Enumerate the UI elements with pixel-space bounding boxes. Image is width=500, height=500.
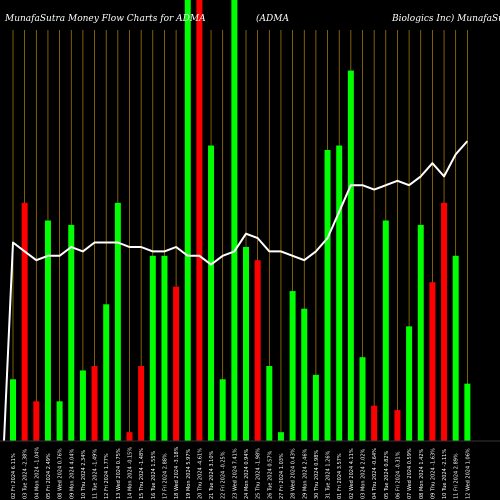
bar bbox=[56, 401, 63, 441]
x-tick-label: 13 Wed 2024 0.75% bbox=[116, 448, 122, 499]
bar bbox=[103, 304, 110, 441]
bar bbox=[394, 410, 401, 441]
x-tick-label: 23 Wed 2024 7.41% bbox=[232, 448, 238, 499]
bar bbox=[196, 0, 203, 441]
x-tick-label: 06 Fri 2024 -0.31% bbox=[395, 451, 401, 499]
x-tick-label: 17 Fri 2024 2.88% bbox=[162, 453, 168, 499]
x-tick-label: 01 Fri 2024 3.57% bbox=[337, 453, 343, 499]
bar bbox=[219, 379, 226, 441]
bar bbox=[21, 202, 28, 441]
x-tick-label: 03 Mon 2024 2.02% bbox=[361, 448, 367, 499]
x-tick-label: 05 Tue 2024 0.82% bbox=[384, 450, 390, 499]
x-tick-label: 14 Mon 2024 -0.15% bbox=[128, 447, 134, 499]
bar bbox=[114, 202, 121, 441]
bar bbox=[417, 224, 424, 441]
x-tick-label: 09 Thu 2024 -1.63% bbox=[430, 448, 436, 499]
bar bbox=[243, 246, 249, 441]
bar bbox=[336, 145, 343, 441]
bar bbox=[173, 286, 180, 441]
bar bbox=[10, 379, 16, 441]
bar bbox=[79, 370, 86, 441]
bar bbox=[359, 357, 366, 441]
bar bbox=[91, 366, 98, 441]
x-tick-label: 12 Fri 2024 1.77% bbox=[104, 453, 110, 499]
x-tick-label: 19 Mon 2024 5.97% bbox=[186, 448, 192, 499]
bar bbox=[149, 255, 156, 441]
x-tick-label: 03 Tue 2024 -2.38% bbox=[23, 449, 29, 499]
bar bbox=[347, 70, 354, 441]
bar bbox=[464, 383, 471, 441]
x-tick-label: 11 Fri 2024 2.89% bbox=[454, 453, 460, 499]
bar bbox=[382, 220, 389, 441]
money-flow-line bbox=[3, 140, 469, 442]
x-tick-label: 18 Wed 2024 -3.18% bbox=[174, 446, 180, 499]
bar bbox=[184, 0, 191, 441]
bar bbox=[126, 432, 133, 441]
x-tick-label: 21 Tue 2024 3.10% bbox=[209, 450, 215, 499]
x-tick-label: 20 Thu 2024 -4.61% bbox=[197, 448, 203, 499]
bars bbox=[10, 0, 471, 441]
chart-title: MunafaSutra Money Flow Charts for ADMA bbox=[4, 14, 206, 24]
x-tick-label: 08 Wed 2024 0.76% bbox=[58, 448, 64, 499]
x-tick-label: 04 Mon 2024 -1.04% bbox=[34, 447, 40, 499]
bar bbox=[371, 405, 378, 441]
x-tick-label: 10 Tue 2024 -2.11% bbox=[442, 449, 448, 499]
x-tick-label: 31 Tue 2024 1.26% bbox=[326, 450, 332, 499]
x-tick-label: 08 Mon 2024 1.42% bbox=[419, 448, 425, 499]
bar bbox=[138, 366, 145, 441]
bar bbox=[208, 145, 215, 441]
bar bbox=[231, 0, 238, 441]
x-tick-label: 02 Wed 2024 4.11% bbox=[349, 448, 355, 499]
bar bbox=[33, 401, 40, 441]
header-company: Biologics Inc) MunafaSutra.com bbox=[391, 13, 500, 24]
x-tick-labels: 02 Fri 2024 6.11% 03 Tue 2024 -2.38% 04 Mo… bbox=[11, 446, 471, 499]
x-tick-label: 24 Mon 2024 0.94% bbox=[244, 448, 250, 499]
bar bbox=[254, 260, 261, 441]
x-tick-label: 04 Thu 2024 -0.64% bbox=[372, 448, 378, 499]
bar bbox=[452, 255, 459, 441]
x-tick-label: 16 Tue 2024 1.55% bbox=[151, 450, 157, 499]
x-tick-label: 02 Fri 2024 6.11% bbox=[11, 453, 17, 499]
bar bbox=[266, 366, 273, 441]
bar bbox=[312, 374, 319, 441]
x-tick-label: 09 Mon 2024 4.04% bbox=[69, 448, 75, 499]
x-tick-label: 10 Thu 2024 2.34% bbox=[81, 450, 87, 499]
bar bbox=[429, 282, 436, 441]
bar bbox=[406, 326, 413, 441]
header-ticker: (ADMA bbox=[256, 13, 289, 24]
x-tick-label: 29 Mon 2024 2.46% bbox=[302, 448, 308, 499]
bar bbox=[161, 255, 168, 441]
bar bbox=[324, 149, 331, 441]
x-tick-label: 30 Thu 2024 0.98% bbox=[314, 450, 320, 499]
x-tick-label: 15 Thu 2024 -1.48% bbox=[139, 448, 145, 499]
x-tick-label: 25 Thu 2024 -1.98% bbox=[256, 448, 262, 499]
x-tick-label: 26 Tue 2024 0.57% bbox=[267, 450, 273, 499]
x-tick-label: 11 Tue 2024 -1.49% bbox=[93, 449, 99, 499]
x-tick-label: 12 Wed 2024 1.06% bbox=[465, 448, 471, 499]
x-tick-label: 07 Wed 2024 0.59% bbox=[407, 448, 413, 499]
x-tick-label: 28 Wed 2024 0.43% bbox=[291, 448, 297, 499]
bar bbox=[44, 220, 51, 441]
bar bbox=[68, 224, 75, 441]
bar bbox=[277, 432, 284, 441]
x-tick-label: 22 Fri 2024 -0.25% bbox=[221, 451, 227, 499]
bar bbox=[441, 202, 448, 441]
bar bbox=[301, 308, 308, 441]
bar bbox=[289, 291, 296, 441]
x-tick-label: 27 Fri 2024 1.03% bbox=[279, 453, 285, 499]
x-tick-label: 05 Fri 2024 2.49% bbox=[46, 453, 52, 499]
